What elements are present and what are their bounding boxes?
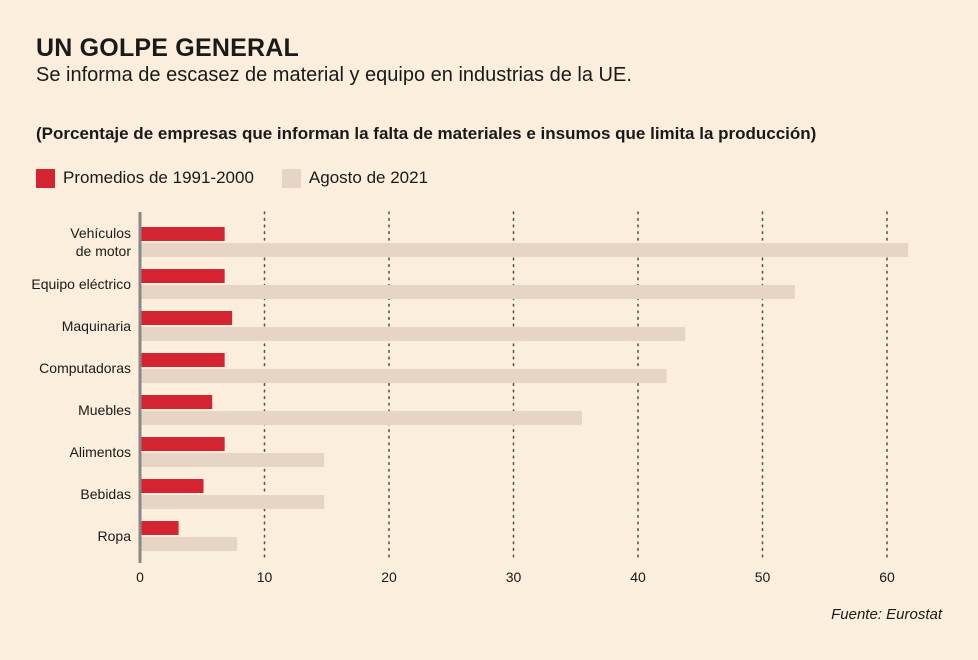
legend-swatch-series-2 bbox=[281, 168, 301, 188]
bar-series-1-3 bbox=[140, 353, 225, 367]
bar-series-2-1 bbox=[140, 285, 795, 299]
legend-label-series-1: Promedios de 1991-2000 bbox=[63, 168, 254, 187]
legend-item-series-2: Agosto de 2021 bbox=[281, 168, 429, 188]
bar-series-2-5 bbox=[140, 453, 325, 467]
x-tick-label-40: 40 bbox=[630, 569, 646, 585]
legend: Promedios de 1991-2000 Agosto de 2021 bbox=[36, 168, 456, 188]
bar-series-2-2 bbox=[140, 327, 686, 341]
bar-series-2-7 bbox=[140, 537, 238, 551]
bar-series-1-0 bbox=[140, 227, 225, 241]
bar-series-1-5 bbox=[140, 437, 225, 451]
category-label-5: Alimentos bbox=[70, 444, 131, 460]
category-label-3: Computadoras bbox=[39, 360, 131, 376]
bar-series-1-7 bbox=[140, 521, 179, 535]
source-note: Fuente: Eurostat bbox=[831, 606, 942, 623]
category-label-4: Muebles bbox=[78, 402, 131, 418]
bar-series-1-1 bbox=[140, 269, 225, 283]
category-label-0-line-0: Vehículos bbox=[70, 225, 131, 241]
bar-series-2-4 bbox=[140, 411, 582, 425]
bar-series-1-4 bbox=[140, 395, 213, 409]
legend-label-series-2: Agosto de 2021 bbox=[308, 168, 429, 187]
x-tick-label-0: 0 bbox=[136, 569, 144, 585]
x-tick-label-20: 20 bbox=[381, 569, 397, 585]
category-label-6: Bebidas bbox=[80, 486, 131, 502]
category-label-1: Equipo eléctrico bbox=[31, 276, 131, 292]
chart-subtitle: Se informa de escasez de material y equi… bbox=[36, 64, 632, 86]
legend-item-series-1: Promedios de 1991-2000 bbox=[36, 168, 254, 188]
x-tick-label-50: 50 bbox=[755, 569, 771, 585]
category-label-7: Ropa bbox=[98, 528, 132, 544]
chart-title: UN GOLPE GENERAL bbox=[36, 34, 299, 62]
legend-swatch-series-1 bbox=[36, 168, 55, 188]
bar-series-2-0 bbox=[140, 243, 909, 257]
bar-series-1-6 bbox=[140, 479, 204, 493]
category-label-2: Maquinaria bbox=[62, 318, 131, 334]
x-tick-label-30: 30 bbox=[506, 569, 522, 585]
x-tick-label-60: 60 bbox=[879, 569, 895, 585]
bar-series-1-2 bbox=[140, 311, 233, 325]
bar-series-2-3 bbox=[140, 369, 667, 383]
x-tick-label-10: 10 bbox=[257, 569, 273, 585]
category-label-0-line-1: de motor bbox=[76, 243, 132, 259]
chart-note: (Porcentaje de empresas que informan la … bbox=[36, 124, 817, 143]
bar-series-2-6 bbox=[140, 495, 325, 509]
